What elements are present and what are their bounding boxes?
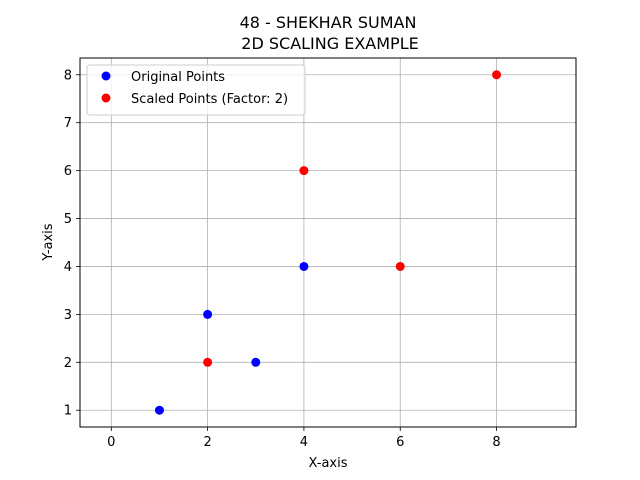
legend-label-scaled: Scaled Points (Factor: 2) xyxy=(131,92,288,107)
scaled-point xyxy=(492,70,502,80)
y-tick-label: 8 xyxy=(64,68,72,83)
chart-title-line-2: 2D SCALING EXAMPLE xyxy=(241,34,418,53)
original-point xyxy=(251,357,261,367)
y-tick-label: 3 xyxy=(64,308,72,323)
x-tick-label: 6 xyxy=(396,435,404,450)
axis-ticks: 0 2 4 6 8 1 2 3 4 5 6 7 8 xyxy=(64,68,501,450)
x-tick-label: 8 xyxy=(492,435,500,450)
legend-marker-original xyxy=(101,71,111,81)
scaled-point xyxy=(299,166,309,176)
original-point xyxy=(154,405,164,415)
legend-label-original: Original Points xyxy=(131,70,225,85)
data-points xyxy=(154,70,502,415)
y-tick-label: 1 xyxy=(64,404,72,419)
scaled-point xyxy=(395,261,405,271)
y-tick-label: 5 xyxy=(64,212,72,227)
chart-title-line-1: 48 - SHEKHAR SUMAN xyxy=(240,13,417,32)
x-tick-label: 4 xyxy=(300,435,308,450)
y-axis-label: Y-axis xyxy=(41,223,56,261)
y-tick-label: 4 xyxy=(64,260,72,275)
original-point xyxy=(203,309,213,319)
legend: Original Points Scaled Points (Factor: 2… xyxy=(86,64,306,116)
x-tick-label: 2 xyxy=(203,435,211,450)
y-tick-label: 7 xyxy=(64,116,72,131)
y-tick-label: 2 xyxy=(64,356,72,371)
plot-area xyxy=(79,57,577,428)
x-tick-label: 0 xyxy=(107,435,115,450)
original-point xyxy=(299,261,309,271)
legend-box xyxy=(86,64,306,116)
scaled-point xyxy=(203,357,213,367)
x-axis-label: X-axis xyxy=(309,456,348,471)
y-tick-label: 6 xyxy=(64,164,72,179)
legend-marker-scaled xyxy=(101,93,111,103)
